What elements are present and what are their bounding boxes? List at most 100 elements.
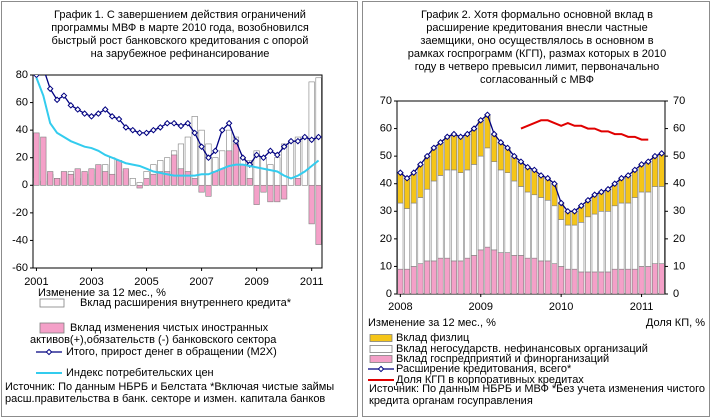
y-tick-label: 60 xyxy=(16,96,28,108)
y-tick-label: 40 xyxy=(380,178,392,190)
bar xyxy=(164,171,171,186)
bar xyxy=(631,197,638,270)
bar xyxy=(464,133,471,171)
legend-swatch xyxy=(39,298,65,308)
bar xyxy=(424,260,431,294)
chart-title: График 2. Хотя формально основной вклад … xyxy=(421,9,653,21)
bar xyxy=(524,191,531,259)
marker xyxy=(484,111,491,119)
marker xyxy=(308,136,315,144)
panel-right xyxy=(362,1,710,417)
bar xyxy=(417,164,424,198)
x-tick-label: 2003 xyxy=(79,276,103,288)
bar xyxy=(605,271,612,294)
bar xyxy=(437,257,444,294)
bar xyxy=(511,155,518,182)
marker xyxy=(225,119,233,127)
bar xyxy=(531,169,538,196)
bar xyxy=(67,173,74,186)
bar xyxy=(260,157,267,186)
bar xyxy=(504,252,511,294)
bar xyxy=(464,257,471,294)
y2-tick-label: 30 xyxy=(673,205,685,217)
marker xyxy=(557,199,565,207)
bar xyxy=(477,249,484,294)
bar xyxy=(497,169,504,253)
bar xyxy=(544,199,551,262)
marker xyxy=(81,110,88,117)
bar xyxy=(315,184,322,245)
bar xyxy=(444,136,451,171)
bar xyxy=(538,197,545,262)
x-tick-label: 2008 xyxy=(388,301,412,313)
marker xyxy=(611,180,619,188)
y-tick-label: 30 xyxy=(380,205,392,217)
bar xyxy=(150,173,157,186)
bar xyxy=(517,255,524,294)
bar xyxy=(260,184,267,193)
bar xyxy=(205,184,212,197)
bar xyxy=(611,183,618,207)
bar xyxy=(571,224,578,270)
marker xyxy=(156,124,164,131)
bar xyxy=(437,175,444,259)
bar xyxy=(638,266,645,294)
marker xyxy=(150,126,157,134)
bar xyxy=(450,169,457,262)
marker xyxy=(531,166,538,174)
bar xyxy=(511,255,518,294)
y-tick-label: 70 xyxy=(380,95,392,107)
bar xyxy=(212,171,219,186)
bar xyxy=(497,142,504,171)
legend-label: Вклад изменения чистых иностранных актив… xyxy=(30,322,277,346)
marker xyxy=(430,144,438,152)
bar xyxy=(281,143,288,186)
x-tick-label: 2007 xyxy=(189,276,213,288)
bar xyxy=(598,271,605,294)
bar xyxy=(143,178,150,186)
y-tick-label: -20 xyxy=(12,207,28,219)
bar xyxy=(184,171,191,186)
marker xyxy=(517,158,525,165)
x-tick-label: 2011 xyxy=(300,276,324,288)
bar xyxy=(410,172,417,204)
marker xyxy=(267,147,274,155)
marker xyxy=(101,106,109,113)
y-tick-label: 10 xyxy=(380,260,392,272)
bar xyxy=(531,257,538,294)
marker xyxy=(143,129,150,137)
bar xyxy=(47,171,54,186)
bar xyxy=(301,136,308,186)
bar xyxy=(524,257,531,294)
bar xyxy=(157,171,164,186)
y-tick-label: 80 xyxy=(16,69,28,81)
plot xyxy=(397,111,665,294)
y2-tick-label: 10 xyxy=(673,260,685,272)
y-tick-label: 0 xyxy=(386,288,392,300)
bar xyxy=(517,161,524,187)
marker xyxy=(624,172,632,179)
bar xyxy=(404,268,411,294)
bar xyxy=(253,184,260,205)
bar xyxy=(551,183,558,207)
bar xyxy=(33,132,40,186)
marker xyxy=(212,147,219,155)
legend-swatch xyxy=(369,345,393,353)
bar xyxy=(136,182,143,186)
x-tick-label: 2009 xyxy=(244,276,268,288)
bar xyxy=(430,180,437,262)
marker xyxy=(232,137,240,145)
bar xyxy=(618,202,625,270)
bar xyxy=(605,210,612,273)
marker xyxy=(136,129,143,137)
bar xyxy=(491,249,498,294)
marker xyxy=(115,115,123,123)
bar xyxy=(651,186,658,264)
marker xyxy=(631,166,639,174)
chart-title: программы МВФ в марте 2010 года, возобно… xyxy=(51,22,309,34)
bar xyxy=(457,172,464,262)
chart-title: быстрый рост банковского кредитования с … xyxy=(52,35,309,47)
y-tick-label: 50 xyxy=(380,150,392,162)
bar xyxy=(424,155,431,190)
bar xyxy=(239,164,246,186)
